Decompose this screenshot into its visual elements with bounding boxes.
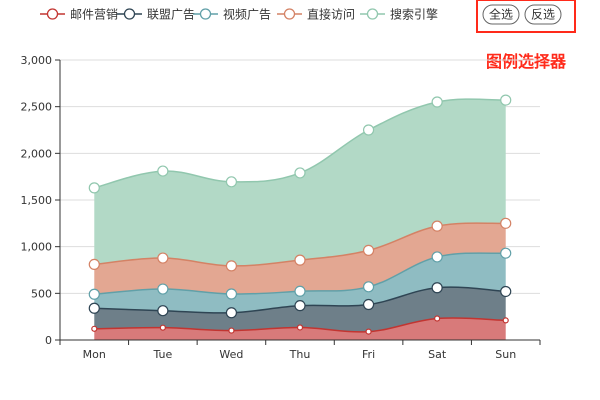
legend-label: 视频广告 bbox=[223, 7, 271, 22]
legend-item-2[interactable]: 联盟广告 bbox=[117, 8, 195, 22]
x-tick-label: Sun bbox=[495, 348, 516, 361]
data-point[interactable] bbox=[88, 302, 100, 314]
data-point[interactable] bbox=[159, 324, 166, 331]
legend-select-all-label: 全选 bbox=[489, 7, 513, 22]
legend: 邮件营销 联盟广告 视频广告 直接访问 搜索引擎 bbox=[40, 7, 438, 22]
data-point[interactable] bbox=[225, 288, 238, 300]
x-tick-label: Fri bbox=[362, 348, 375, 361]
data-point[interactable] bbox=[500, 217, 512, 229]
legend-item-4[interactable]: 直接访问 bbox=[277, 7, 355, 22]
y-tick-label: 2,000 bbox=[21, 147, 53, 160]
data-point[interactable] bbox=[431, 282, 443, 294]
data-point[interactable] bbox=[431, 220, 443, 232]
data-point[interactable] bbox=[157, 283, 169, 295]
data-point[interactable] bbox=[225, 307, 238, 319]
data-point[interactable] bbox=[225, 260, 238, 272]
legend-marker bbox=[46, 8, 59, 20]
annotation-text: 图例选择器 bbox=[486, 52, 567, 71]
y-tick-label: 1,000 bbox=[21, 241, 53, 254]
data-point[interactable] bbox=[500, 247, 512, 259]
data-point[interactable] bbox=[157, 252, 169, 264]
x-tick-label: Mon bbox=[83, 348, 106, 361]
data-points bbox=[88, 94, 512, 335]
legend-inverse-button[interactable]: 反选 bbox=[524, 4, 562, 25]
y-tick-label: 3,000 bbox=[21, 54, 53, 67]
data-point[interactable] bbox=[434, 315, 441, 322]
data-point[interactable] bbox=[500, 94, 512, 106]
x-tick-label: Wed bbox=[219, 348, 243, 361]
data-point[interactable] bbox=[502, 317, 509, 324]
legend-item-5[interactable]: 搜索引擎 bbox=[360, 7, 438, 22]
y-tick-label: 1,500 bbox=[21, 194, 53, 207]
data-point[interactable] bbox=[88, 288, 100, 300]
data-point[interactable] bbox=[294, 285, 306, 297]
data-point[interactable] bbox=[294, 300, 306, 312]
data-point[interactable] bbox=[362, 124, 375, 136]
data-point[interactable] bbox=[228, 327, 235, 334]
data-point[interactable] bbox=[88, 258, 100, 270]
legend-inverse-label: 反选 bbox=[531, 8, 555, 22]
legend-select-all-button[interactable]: 全选 bbox=[482, 4, 520, 25]
data-point[interactable] bbox=[365, 328, 372, 335]
legend-label: 直接访问 bbox=[307, 7, 355, 22]
data-point[interactable] bbox=[225, 176, 238, 188]
x-tick-label: Thu bbox=[289, 348, 311, 361]
data-point[interactable] bbox=[362, 281, 375, 293]
legend-item-3[interactable]: 视频广告 bbox=[193, 7, 271, 22]
data-point[interactable] bbox=[294, 254, 306, 266]
legend-label: 联盟广告 bbox=[147, 8, 195, 22]
legend-item-1[interactable]: 邮件营销 bbox=[40, 8, 118, 22]
data-point[interactable] bbox=[157, 305, 169, 317]
data-point[interactable] bbox=[88, 182, 100, 194]
x-tick-label: Tue bbox=[152, 348, 172, 361]
data-point[interactable] bbox=[296, 324, 304, 331]
y-tick-label: 2,500 bbox=[21, 101, 53, 114]
selector-highlight-box bbox=[476, 0, 576, 33]
data-point[interactable] bbox=[431, 96, 443, 108]
legend-label: 搜索引擎 bbox=[390, 7, 438, 22]
data-point[interactable] bbox=[500, 285, 512, 298]
y-tick-label: 0 bbox=[45, 334, 52, 347]
area-3 bbox=[94, 253, 506, 313]
data-point[interactable] bbox=[91, 325, 98, 332]
legend-marker bbox=[283, 8, 296, 20]
area-5 bbox=[94, 99, 506, 266]
x-tick-label: Sat bbox=[428, 348, 447, 361]
data-point[interactable] bbox=[431, 251, 443, 263]
area-4 bbox=[94, 223, 506, 295]
legend-marker bbox=[366, 8, 379, 20]
data-point[interactable] bbox=[362, 298, 375, 311]
axes: 0 500 1,000 1,500 2,000 2,500 3,000 Mon Tue Wed Th… bbox=[21, 54, 541, 361]
legend-marker bbox=[199, 8, 212, 20]
data-point[interactable] bbox=[362, 244, 375, 256]
y-tick-label: 500 bbox=[31, 287, 52, 300]
data-point[interactable] bbox=[294, 167, 306, 179]
legend-label: 邮件营销 bbox=[70, 8, 118, 22]
data-point[interactable] bbox=[157, 165, 169, 177]
legend-marker bbox=[123, 8, 136, 20]
